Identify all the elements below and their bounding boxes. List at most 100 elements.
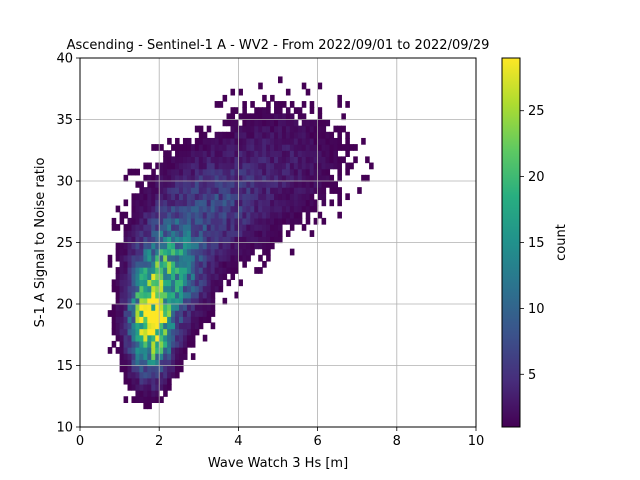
heatmap-cell	[131, 377, 137, 385]
heatmap-cell	[186, 340, 192, 348]
heatmap-cell	[274, 119, 279, 127]
heatmap-cell	[258, 187, 263, 194]
heatmap-cell	[270, 211, 275, 219]
heatmap-cell	[147, 236, 152, 244]
y-tick-label: 15	[56, 359, 73, 374]
heatmap-cell	[171, 285, 176, 293]
heatmap-cell	[131, 230, 137, 237]
heatmap-cell	[190, 291, 196, 299]
heatmap-cell	[143, 316, 148, 324]
heatmap-cell	[254, 150, 259, 157]
heatmap-cell	[167, 340, 172, 348]
heatmap-cell	[155, 162, 160, 170]
x-tick-label: 0	[76, 434, 84, 449]
heatmap-cell	[289, 156, 295, 164]
heatmap-cell	[293, 211, 299, 219]
heatmap-cell	[206, 224, 212, 231]
heatmap-cell	[202, 297, 208, 305]
heatmap-cell	[163, 390, 168, 397]
heatmap-cell	[210, 273, 216, 280]
heatmap-cell	[313, 125, 319, 133]
heatmap-cell	[143, 347, 148, 354]
heatmap-cell	[218, 242, 224, 250]
heatmap-cell	[127, 285, 133, 293]
heatmap-cell	[246, 150, 251, 157]
heatmap-cell	[218, 224, 224, 231]
heatmap-cell	[317, 162, 323, 170]
heatmap-cell	[147, 230, 152, 237]
heatmap-cell	[147, 359, 152, 367]
heatmap-cell	[123, 242, 129, 250]
heatmap-cell	[285, 119, 291, 127]
heatmap-cell	[214, 285, 220, 293]
heatmap-cell	[151, 254, 156, 262]
heatmap-cell	[317, 125, 323, 133]
heatmap-cell	[234, 217, 239, 225]
heatmap-cell	[194, 168, 200, 176]
heatmap-cell	[163, 260, 168, 268]
heatmap-cell	[281, 137, 287, 145]
heatmap-cell	[230, 236, 236, 244]
heatmap-cell	[297, 150, 303, 157]
heatmap-cell	[289, 217, 295, 225]
heatmap-cell	[214, 156, 220, 164]
heatmap-cell	[175, 334, 180, 342]
heatmap-cell	[186, 199, 192, 207]
heatmap-cell	[293, 119, 299, 127]
heatmap-cell	[127, 168, 133, 176]
heatmap-cell	[337, 156, 342, 164]
heatmap-cell	[258, 137, 263, 145]
heatmap-cell	[179, 217, 184, 225]
heatmap-cell	[194, 205, 200, 213]
heatmap-cell	[171, 304, 176, 311]
heatmap-cell	[226, 144, 232, 151]
heatmap-cell	[139, 224, 144, 231]
heatmap-cell	[190, 267, 196, 274]
heatmap-cell	[325, 144, 331, 151]
heatmap-cell	[262, 131, 267, 139]
heatmap-cell	[210, 144, 216, 151]
heatmap-cell	[222, 181, 228, 188]
heatmap-cell	[123, 248, 129, 256]
heatmap-cell	[131, 205, 137, 213]
heatmap-cell	[254, 236, 259, 244]
heatmap-cell	[143, 371, 148, 379]
heatmap-cell	[313, 150, 319, 157]
heatmap-cell	[226, 119, 232, 127]
heatmap-cell	[258, 211, 263, 219]
heatmap-cell	[167, 150, 172, 157]
heatmap-cell	[218, 168, 224, 176]
heatmap-cell	[131, 193, 137, 201]
heatmap-cell	[167, 168, 172, 176]
heatmap-cell	[345, 131, 350, 139]
heatmap-cell	[194, 242, 200, 250]
heatmap-cell	[179, 174, 184, 182]
heatmap-cell	[159, 224, 164, 231]
heatmap-cell	[171, 168, 176, 176]
heatmap-cell	[266, 162, 271, 170]
heatmap-cell	[179, 248, 184, 256]
heatmap-cell	[262, 174, 267, 182]
heatmap-cell	[242, 205, 247, 213]
heatmap-cell	[147, 322, 152, 330]
heatmap-cell	[266, 224, 271, 231]
heatmap-cell	[246, 181, 251, 188]
heatmap-cell	[131, 217, 137, 225]
heatmap-cell	[206, 168, 212, 176]
heatmap-cell	[218, 162, 224, 170]
heatmap-cell	[297, 137, 303, 145]
heatmap-cell	[329, 150, 335, 157]
heatmap-cell	[226, 150, 232, 157]
heatmap-cell	[329, 162, 335, 170]
heatmap-cell	[135, 334, 140, 342]
heatmap-cell	[281, 174, 287, 182]
heatmap-cell	[151, 230, 156, 237]
heatmap-cell	[222, 168, 228, 176]
heatmap-cell	[143, 334, 148, 342]
heatmap-cell	[293, 156, 299, 164]
heatmap-cell	[262, 236, 267, 244]
heatmap-cell	[171, 236, 176, 244]
heatmap-cell	[179, 187, 184, 194]
heatmap-cell	[119, 340, 125, 348]
